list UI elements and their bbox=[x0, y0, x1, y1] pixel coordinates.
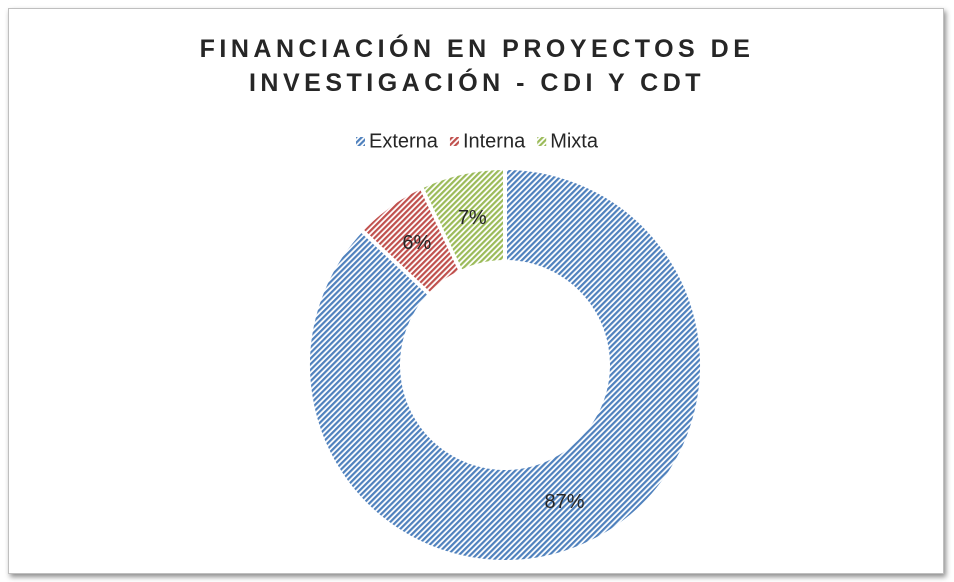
legend-swatch bbox=[537, 137, 547, 146]
legend-swatch bbox=[356, 137, 365, 146]
donut-slice bbox=[418, 165, 507, 275]
legend-label: Interna bbox=[463, 130, 526, 152]
chart-title: FINANCIACIÓN EN PROYECTOS DE INVESTIGACI… bbox=[199, 35, 755, 97]
data-label: 6% bbox=[402, 232, 431, 254]
legend-swatch bbox=[449, 137, 459, 146]
data-label: 7% bbox=[458, 207, 487, 229]
legend-label: Mixta bbox=[550, 130, 599, 152]
legend: Externa Interna Mixta bbox=[356, 130, 599, 152]
legend-label: Externa bbox=[369, 130, 439, 152]
data-label: 87% bbox=[545, 491, 585, 513]
donut-slice bbox=[306, 165, 704, 564]
